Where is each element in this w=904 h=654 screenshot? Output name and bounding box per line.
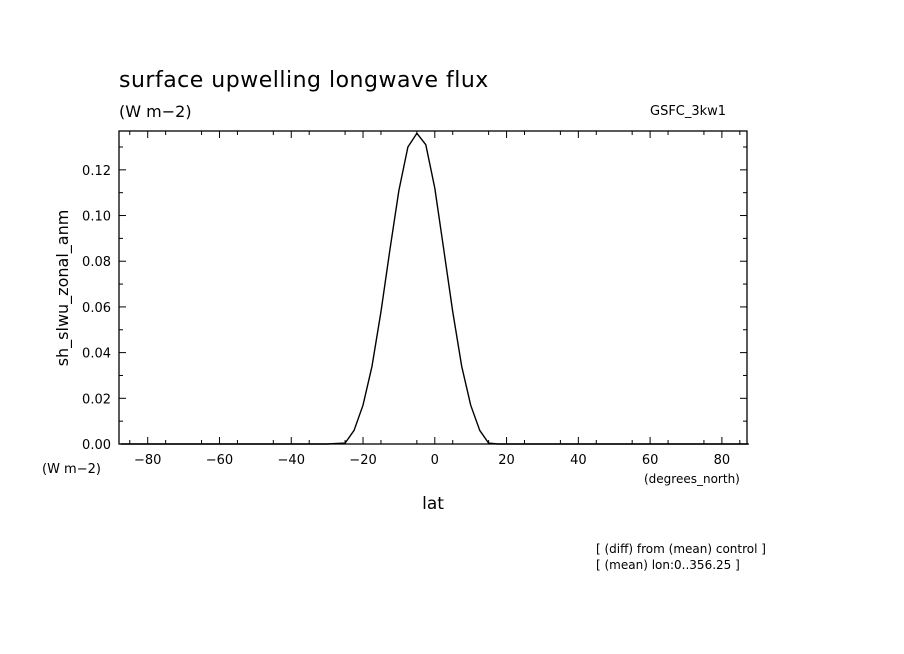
x-tick-label: 0 bbox=[431, 453, 439, 468]
x-axis-label: lat bbox=[422, 494, 444, 514]
series-line bbox=[120, 132, 749, 445]
y-tick-label: 0.06 bbox=[82, 301, 111, 316]
y-axis-ticks: 0.00 0.02 0.04 0.06 0.08 0.10 0.12 bbox=[82, 146, 747, 453]
x-axis-units: (degrees_north) bbox=[644, 472, 740, 486]
x-tick-label: −40 bbox=[278, 453, 305, 468]
plot-border bbox=[118, 130, 748, 445]
x-tick-label: −60 bbox=[206, 453, 233, 468]
y-tick-label: 0.12 bbox=[82, 164, 111, 179]
y-tick-label: 0.02 bbox=[82, 392, 111, 407]
x-tick-label: 20 bbox=[498, 453, 515, 468]
x-tick-label: 80 bbox=[714, 453, 731, 468]
model-label: GSFC_3kw1 bbox=[650, 104, 727, 119]
y-tick-label: 0.10 bbox=[82, 210, 111, 225]
x-tick-label: −20 bbox=[349, 453, 376, 468]
x-axis-ticks: −80 −60 −40 −20 0 20 40 60 80 bbox=[129, 131, 741, 468]
x-tick-label: 40 bbox=[570, 453, 587, 468]
y-tick-label: 0.08 bbox=[82, 255, 111, 270]
y-tick-label: 0.04 bbox=[82, 347, 111, 362]
chart-units: (W m−2) bbox=[119, 102, 192, 121]
y-axis-units: (W m−2) bbox=[42, 462, 101, 477]
diff-note: [ (diff) from (mean) control ] bbox=[596, 542, 766, 556]
x-tick-label: −80 bbox=[134, 453, 161, 468]
y-tick-label: 0.00 bbox=[82, 438, 111, 453]
y-axis-label: sh_slwu_zonal_anm bbox=[53, 210, 73, 367]
mean-note: [ (mean) lon:0..356.25 ] bbox=[596, 558, 740, 572]
chart-title: surface upwelling longwave flux bbox=[119, 68, 489, 93]
plot-frame bbox=[118, 130, 748, 445]
x-tick-label: 60 bbox=[642, 453, 659, 468]
series-layer bbox=[120, 132, 749, 445]
